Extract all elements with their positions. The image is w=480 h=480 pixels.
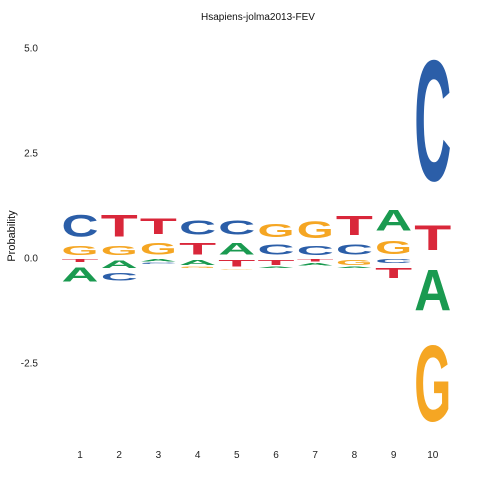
logo-letter-c: C bbox=[336, 241, 373, 258]
logo-letter-c: C bbox=[140, 262, 177, 264]
logo-letter-g: G bbox=[218, 269, 255, 270]
x-tick-label: 6 bbox=[273, 450, 279, 461]
logo-letter-t: T bbox=[62, 258, 99, 263]
logo-letter-t: T bbox=[375, 265, 412, 282]
x-tick-label: 4 bbox=[195, 450, 201, 461]
x-tick-label: 3 bbox=[156, 450, 162, 461]
chart-title: Hsapiens-jolma2013-FEV bbox=[201, 12, 315, 23]
y-axis-ticks: 5.0 2.5 0.0 -2.5 bbox=[21, 44, 39, 370]
y-tick-label: 5.0 bbox=[24, 44, 38, 55]
logo-letter-c: C bbox=[62, 208, 99, 244]
logo-letter-c: C bbox=[375, 258, 412, 264]
x-tick-label: 10 bbox=[427, 450, 439, 461]
logo-letter-t: T bbox=[297, 258, 334, 262]
x-tick-label: 9 bbox=[391, 450, 397, 461]
logo-letter-a: A bbox=[414, 257, 451, 323]
logo-letter-a: A bbox=[336, 266, 373, 268]
logo-letter-g: G bbox=[62, 243, 99, 258]
x-tick-label: 5 bbox=[234, 450, 240, 461]
logo-letter-a: A bbox=[297, 262, 334, 266]
y-tick-label: -2.5 bbox=[21, 359, 39, 370]
logo-letter-a: A bbox=[101, 258, 138, 271]
logo-letter-c: C bbox=[101, 270, 138, 283]
x-tick-label: 8 bbox=[352, 450, 358, 461]
logo-letter-c: C bbox=[297, 243, 334, 258]
logo-letter-t: T bbox=[101, 208, 139, 244]
logo-letter-t: T bbox=[414, 218, 451, 258]
logo-letter-c: C bbox=[218, 217, 255, 240]
x-tick-label: 2 bbox=[116, 450, 122, 461]
logo-letter-t: T bbox=[140, 214, 177, 239]
logo-letter-a: A bbox=[140, 258, 177, 262]
logo-letter-a: A bbox=[258, 266, 295, 268]
y-tick-label: 0.0 bbox=[24, 254, 38, 265]
logo-letter-g: G bbox=[101, 243, 138, 258]
logo-letter-g: G bbox=[179, 266, 216, 268]
logo-letter-g: G bbox=[140, 239, 177, 258]
logo-letter-c: C bbox=[179, 217, 216, 240]
logo-letter-t: T bbox=[218, 258, 255, 268]
logo-letter-t: T bbox=[336, 210, 373, 242]
logo-letter-t: T bbox=[179, 239, 216, 258]
logo-letter-a: A bbox=[375, 203, 412, 237]
y-axis-title: Probability bbox=[6, 210, 18, 262]
logo-letter-g: G bbox=[297, 217, 334, 244]
logo-letter-a: A bbox=[179, 258, 216, 266]
x-tick-label: 7 bbox=[312, 450, 318, 461]
x-axis-ticks: 1 2 3 4 5 6 7 8 9 10 bbox=[77, 450, 439, 461]
logo-letter-a: A bbox=[62, 264, 99, 287]
logo-letter-g: G bbox=[258, 220, 295, 241]
logo-letter-g: G bbox=[414, 323, 451, 445]
logo-letter-g: G bbox=[336, 258, 373, 266]
x-tick-label: 1 bbox=[77, 450, 83, 461]
logo-letter-c: C bbox=[258, 241, 295, 258]
y-tick-label: 2.5 bbox=[24, 149, 38, 160]
logo-letter-a: A bbox=[218, 239, 255, 258]
logo-letter-c: C bbox=[414, 24, 451, 217]
logo-letter-g: G bbox=[375, 237, 412, 258]
logo-letter-t: T bbox=[258, 258, 295, 266]
